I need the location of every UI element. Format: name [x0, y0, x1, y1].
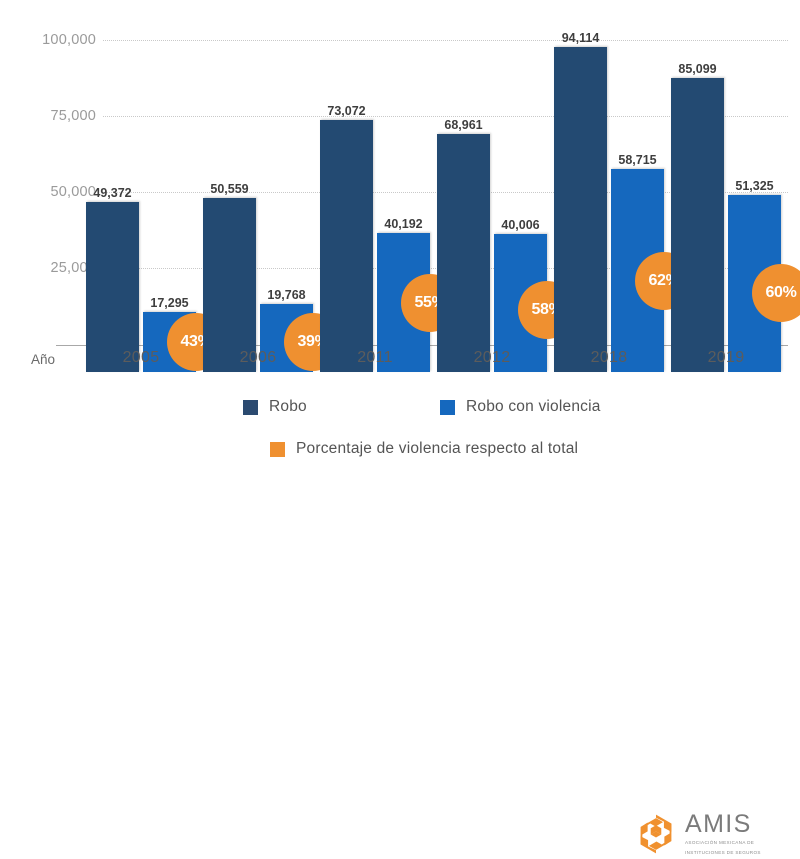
amis-logo: AMIS ASOCIACIÓN MEXICANA DE INSTITUCIONE…	[634, 809, 784, 859]
x-tick-2006: 2006	[239, 349, 277, 366]
bar-value-robo-2006: 50,559	[210, 181, 249, 196]
x-tick-2012: 2012	[473, 349, 511, 366]
legend-swatch-porcentaje-icon	[270, 441, 285, 457]
amis-pinwheel-icon	[640, 814, 672, 854]
amis-logo-name: AMIS	[685, 809, 752, 838]
legend-label-porcentaje: Porcentaje de violencia respecto al tota…	[296, 440, 579, 457]
bar-value-robo-2018: 94,114	[561, 31, 600, 46]
bar-value-robo-violencia-2012: 40,006	[501, 218, 540, 232]
x-tick-2018: 2018	[590, 349, 628, 366]
bar-value-robo-violencia-2018: 58,715	[618, 153, 657, 168]
bar-value-robo-violencia-2005: 17,295	[150, 296, 189, 311]
plot-area: 100,000 75,000 50,000 25,000 49,372 17,2…	[0, 0, 800, 372]
bar-value-robo-violencia-2006: 19,768	[267, 287, 306, 302]
bar-group-2011: 73,072 40,192 55%	[320, 27, 459, 372]
bar-group-2012: 68,961 40,006 58%	[437, 27, 576, 372]
bar-group-2019: 85,099 51,325 60%	[671, 27, 800, 372]
legend-item-robo-violencia[interactable]: Robo con violencia	[440, 398, 601, 416]
legend-swatch-robo-violencia-icon	[440, 399, 455, 415]
bar-group-2006: 50,559 19,768 39%	[203, 27, 342, 372]
x-axis-title: Año	[31, 352, 56, 367]
legend-item-porcentaje[interactable]: Porcentaje de violencia respecto al tota…	[270, 440, 578, 458]
amis-logo-tagline-2: INSTITUCIONES DE SEGUROS	[685, 849, 761, 855]
amis-logo-text: AMIS ASOCIACIÓN MEXICANA DE INSTITUCIONE…	[685, 809, 761, 857]
x-tick-2011: 2011	[357, 349, 393, 366]
bar-robo-2006[interactable]: 50,559	[203, 182, 256, 372]
y-tick-50000: 50,000	[50, 184, 96, 200]
bar-value-robo-2012: 68,961	[444, 118, 483, 133]
bar-value-robo-2011: 73,072	[327, 103, 366, 118]
legend-item-robo[interactable]: Robo	[243, 398, 307, 416]
legend-label-robo-violencia: Robo con violencia	[466, 398, 601, 415]
y-tick-25000: 25,000	[50, 260, 96, 276]
bar-value-robo-violencia-2011: 40,192	[384, 217, 423, 232]
amis-logo-tagline-1: ASOCIACIÓN MEXICANA DE	[685, 839, 755, 845]
gridline-100000	[103, 40, 788, 41]
bar-value-robo-violencia-2019: 51,325	[735, 178, 774, 193]
bar-group-2018: 94,114 58,715 62%	[554, 27, 693, 372]
bar-robo-2019[interactable]: 85,099	[671, 62, 724, 372]
x-tick-2005: 2005	[122, 349, 160, 366]
bar-value-robo-2005: 49,372	[93, 185, 132, 200]
bar-value-robo-2019: 85,099	[678, 62, 717, 77]
x-tick-2019: 2019	[707, 349, 745, 366]
y-tick-100000: 100,000	[42, 32, 96, 48]
chart-legend: Robo Robo con violencia Porcentaje de vi…	[0, 385, 800, 855]
bar-robo-2011[interactable]: 73,072	[320, 104, 373, 372]
pct-value-2019: 60%	[765, 284, 797, 301]
bar-group-2005: 49,372 17,295 43%	[86, 27, 225, 372]
bar-robo-2012[interactable]: 68,961	[437, 118, 490, 372]
gridline-75000	[103, 116, 788, 117]
bar-robo-2018[interactable]: 94,114	[554, 31, 607, 372]
pct-circle-2019[interactable]: 60%	[752, 264, 800, 322]
bar-robo-2005[interactable]: 49,372	[86, 186, 139, 372]
legend-label-robo: Robo	[269, 398, 307, 415]
legend-swatch-robo-icon	[243, 399, 258, 415]
y-tick-75000: 75,000	[50, 108, 96, 124]
